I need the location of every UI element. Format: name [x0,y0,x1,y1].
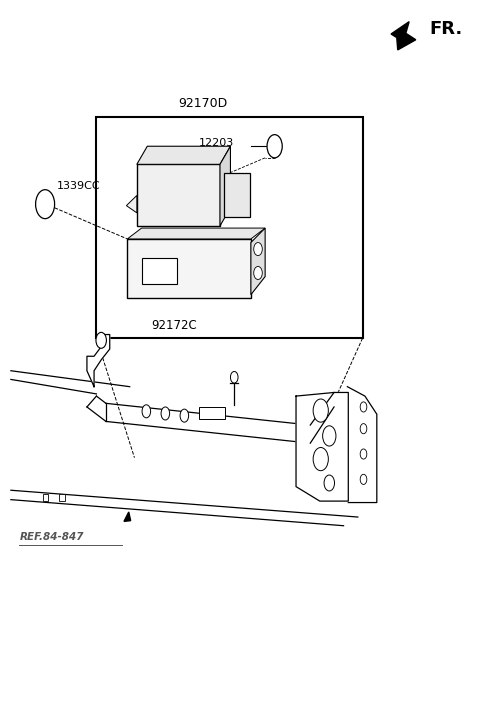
Text: 92170D: 92170D [178,97,228,110]
Circle shape [360,424,367,434]
Circle shape [254,267,262,279]
Circle shape [323,426,336,446]
Polygon shape [220,146,230,226]
Bar [224,173,250,217]
Circle shape [267,134,282,158]
Polygon shape [251,228,265,294]
Circle shape [360,402,367,412]
Circle shape [313,399,328,422]
Polygon shape [127,228,265,239]
Bar [198,407,225,419]
Bar [97,117,362,338]
Circle shape [324,475,335,491]
Circle shape [96,332,107,348]
Bar [141,259,177,284]
Circle shape [142,405,151,418]
Polygon shape [124,512,130,521]
Circle shape [161,407,170,420]
Circle shape [313,448,328,470]
Circle shape [360,474,367,484]
Bar [43,494,48,501]
Bar [59,494,65,501]
Text: FR.: FR. [429,20,462,38]
Text: REF.84-847: REF.84-847 [20,531,84,542]
Text: 1339CC: 1339CC [57,181,100,191]
Circle shape [35,190,54,219]
Circle shape [254,243,262,256]
Polygon shape [137,146,230,164]
Circle shape [180,409,189,422]
Circle shape [360,449,367,459]
Circle shape [230,371,238,383]
Bar [127,239,251,298]
Polygon shape [87,334,110,387]
Bar [137,164,220,226]
Text: 92172C: 92172C [152,319,197,332]
Polygon shape [296,393,348,501]
Text: 12203: 12203 [199,138,234,148]
Polygon shape [126,196,137,213]
Polygon shape [391,22,416,50]
